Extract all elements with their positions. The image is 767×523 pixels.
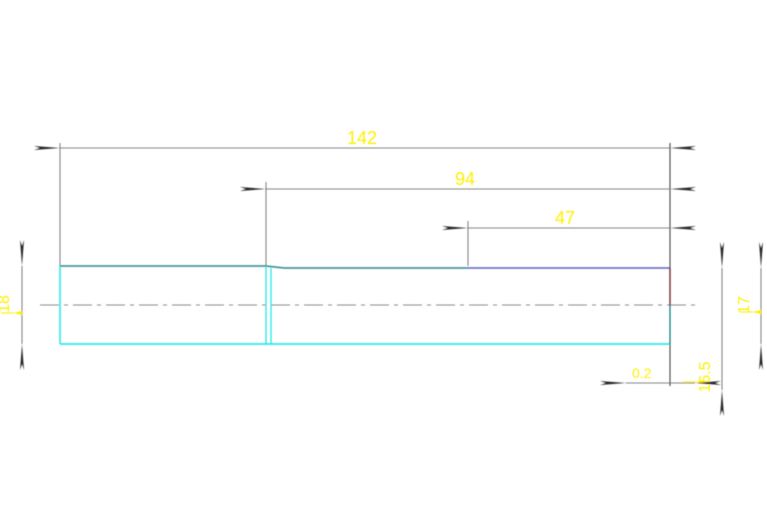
svg-text:18: 18 <box>0 295 13 313</box>
svg-text:16.5: 16.5 <box>697 361 714 392</box>
svg-text:0.2: 0.2 <box>632 365 652 381</box>
svg-text:47: 47 <box>555 208 575 228</box>
svg-text:17: 17 <box>736 296 753 314</box>
svg-text:142: 142 <box>347 128 377 148</box>
svg-text:94: 94 <box>455 169 475 189</box>
